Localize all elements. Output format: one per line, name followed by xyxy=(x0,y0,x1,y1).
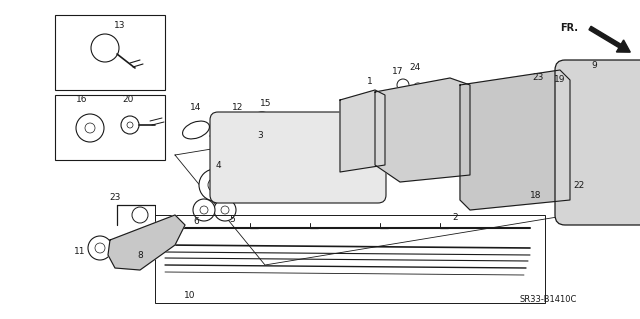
Circle shape xyxy=(127,122,133,128)
Circle shape xyxy=(91,34,119,62)
Circle shape xyxy=(238,124,246,132)
Circle shape xyxy=(486,137,493,144)
Text: 9: 9 xyxy=(591,61,597,70)
Text: 1: 1 xyxy=(367,78,373,86)
Circle shape xyxy=(412,159,418,165)
Polygon shape xyxy=(460,70,570,210)
Circle shape xyxy=(353,118,367,132)
Circle shape xyxy=(516,105,524,112)
Circle shape xyxy=(193,199,215,221)
Circle shape xyxy=(132,207,148,223)
Circle shape xyxy=(511,129,529,147)
Text: 6: 6 xyxy=(193,218,199,226)
Circle shape xyxy=(221,206,229,214)
Text: 15: 15 xyxy=(260,100,272,108)
Circle shape xyxy=(397,117,403,123)
Circle shape xyxy=(208,178,222,192)
Circle shape xyxy=(76,114,104,142)
Circle shape xyxy=(486,167,493,174)
Text: 14: 14 xyxy=(190,103,202,113)
Ellipse shape xyxy=(331,161,349,175)
Circle shape xyxy=(121,116,139,134)
Text: 18: 18 xyxy=(531,190,541,199)
Circle shape xyxy=(486,107,493,114)
FancyBboxPatch shape xyxy=(555,60,640,225)
Bar xyxy=(155,215,545,303)
Text: 23: 23 xyxy=(532,73,544,83)
Circle shape xyxy=(481,131,499,149)
Circle shape xyxy=(249,112,275,138)
Circle shape xyxy=(353,138,367,152)
Text: 11: 11 xyxy=(74,248,86,256)
FancyBboxPatch shape xyxy=(210,112,386,203)
Text: 12: 12 xyxy=(232,103,244,113)
Circle shape xyxy=(516,165,524,172)
Circle shape xyxy=(511,159,529,177)
Bar xyxy=(55,95,165,160)
Circle shape xyxy=(199,169,231,201)
Text: 13: 13 xyxy=(115,20,125,29)
Circle shape xyxy=(392,112,408,128)
Circle shape xyxy=(95,243,105,253)
Circle shape xyxy=(397,79,409,91)
Text: 22: 22 xyxy=(573,181,584,189)
Circle shape xyxy=(548,180,558,190)
Circle shape xyxy=(85,123,95,133)
Text: 17: 17 xyxy=(392,68,404,77)
Circle shape xyxy=(481,101,499,119)
Circle shape xyxy=(407,154,423,170)
Text: 10: 10 xyxy=(184,291,196,300)
Polygon shape xyxy=(340,90,385,172)
Text: 21: 21 xyxy=(422,95,434,105)
Text: 23: 23 xyxy=(109,192,121,202)
Text: 3: 3 xyxy=(257,130,263,139)
Text: SR33-B1410C: SR33-B1410C xyxy=(520,295,577,305)
Circle shape xyxy=(413,83,423,93)
Polygon shape xyxy=(108,215,185,270)
Circle shape xyxy=(511,99,529,117)
Text: 24: 24 xyxy=(410,63,420,72)
Text: FR.: FR. xyxy=(560,23,578,33)
Bar xyxy=(55,15,165,90)
Circle shape xyxy=(200,206,208,214)
Circle shape xyxy=(516,135,524,142)
Text: 16: 16 xyxy=(76,95,88,105)
Circle shape xyxy=(407,124,423,140)
Text: 20: 20 xyxy=(122,95,134,105)
Ellipse shape xyxy=(182,121,209,139)
Text: 4: 4 xyxy=(215,160,221,169)
Text: 5: 5 xyxy=(229,216,235,225)
Circle shape xyxy=(232,118,252,138)
Circle shape xyxy=(88,236,112,260)
Circle shape xyxy=(397,147,403,153)
Polygon shape xyxy=(375,78,470,182)
Circle shape xyxy=(257,120,267,130)
Ellipse shape xyxy=(284,161,306,179)
Circle shape xyxy=(392,142,408,158)
Circle shape xyxy=(412,129,418,135)
Circle shape xyxy=(481,161,499,179)
Circle shape xyxy=(214,199,236,221)
Text: 8: 8 xyxy=(137,251,143,261)
Text: 2: 2 xyxy=(452,213,458,222)
Text: 19: 19 xyxy=(554,76,566,85)
Circle shape xyxy=(422,110,432,120)
FancyArrow shape xyxy=(589,26,630,52)
